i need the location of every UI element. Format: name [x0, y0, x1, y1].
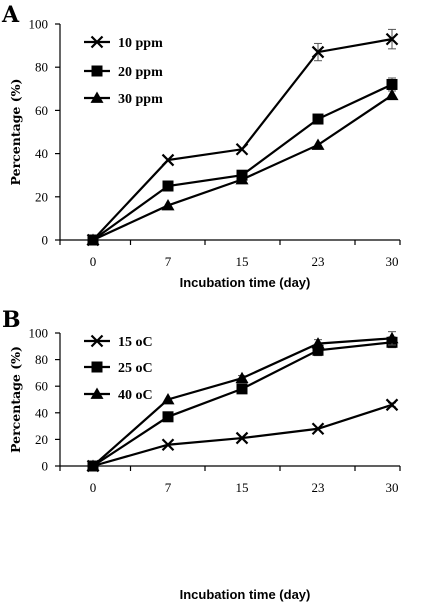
data-point-marker-b — [311, 45, 325, 59]
data-point-marker — [312, 344, 324, 356]
y-tick-label: 100 — [29, 17, 49, 32]
data-point-marker — [385, 88, 399, 101]
data-point-marker-b — [161, 438, 175, 451]
data-point-marker — [235, 371, 249, 384]
data-point-marker-b — [385, 398, 399, 412]
x-tick-label: 23 — [312, 480, 325, 495]
series-1 — [86, 398, 399, 473]
legend-item: 30 ppm — [84, 91, 163, 107]
legend-marker — [90, 91, 104, 103]
legend-item: 25 oC — [84, 361, 153, 376]
x-tick-label: 7 — [165, 254, 172, 269]
legend-item: 15 oC — [84, 334, 153, 350]
x-tick-label: 0 — [90, 254, 97, 269]
x-tick-label: 30 — [386, 254, 399, 269]
y-tick-label: 40 — [35, 146, 48, 161]
panel-label: A — [1, 2, 20, 28]
legend-label: 30 ppm — [118, 92, 163, 107]
y-tick-label: 20 — [35, 189, 48, 204]
legend-label: 15 oC — [118, 335, 153, 350]
x-tick-label: 7 — [165, 480, 172, 495]
y-tick-label: 100 — [29, 326, 49, 341]
y-axis-title: Percentage (%) — [8, 346, 23, 453]
data-point-marker-b — [161, 153, 175, 167]
panel-label: B — [2, 307, 21, 333]
y-tick-label: 60 — [35, 379, 48, 394]
x-tick-label: 0 — [90, 480, 97, 495]
x-tick-label: 15 — [236, 254, 249, 269]
data-point-marker-b — [235, 143, 249, 156]
legend-label: 25 oC — [118, 361, 153, 376]
legend-item: 10 ppm — [84, 35, 163, 51]
data-point-marker — [86, 459, 100, 471]
data-point-marker — [236, 383, 248, 395]
data-point-marker — [312, 113, 324, 125]
y-tick-label: 0 — [42, 459, 49, 474]
data-point-marker — [311, 138, 325, 150]
y-tick-label: 0 — [42, 233, 49, 248]
y-axis-title: Percentage (%) — [8, 79, 23, 186]
x-tick-label: 15 — [236, 480, 249, 495]
data-point-marker-b — [235, 431, 249, 445]
legend-marker-b — [90, 35, 104, 49]
data-point-marker — [161, 198, 175, 211]
data-point-marker — [311, 337, 325, 349]
series-2 — [87, 336, 398, 472]
y-tick-label: 80 — [35, 352, 48, 367]
x-axis-title: Incubation time (day) — [180, 587, 311, 602]
legend-label: 20 ppm — [118, 65, 163, 80]
legend-item: 40 oC — [84, 387, 153, 403]
series-3 — [86, 88, 399, 245]
data-point-marker — [162, 180, 174, 192]
data-point-marker — [86, 233, 100, 245]
chart-panel-a: A 0 20 40 60 80 100 0 7 15 23 30 Incubation time (da… — [1, 2, 401, 290]
series-line — [92, 83, 393, 241]
legend-label: 40 oC — [118, 388, 153, 403]
legend-marker — [90, 387, 104, 399]
y-tick-label: 80 — [35, 60, 48, 75]
y-tick-label: 60 — [35, 103, 48, 118]
legend-item: 20 ppm — [84, 65, 163, 80]
chart-panel-b: B 0 20 40 60 80 100 0 7 15 23 30 Incubation time (da… — [2, 307, 401, 602]
legend-label: 10 ppm — [118, 36, 163, 51]
x-tick-label: 30 — [386, 480, 399, 495]
legend-marker — [91, 361, 103, 373]
x-tick-label: 23 — [312, 254, 325, 269]
data-point-marker-b — [385, 32, 399, 46]
x-axis-title: Incubation time (day) — [180, 275, 311, 290]
series-1 — [86, 28, 399, 247]
legend-marker — [91, 65, 103, 77]
data-point-marker — [386, 78, 398, 90]
data-point-marker — [161, 393, 175, 405]
y-tick-label: 20 — [35, 432, 48, 447]
legend-marker-b — [90, 334, 104, 348]
y-tick-label: 40 — [35, 405, 48, 420]
series-3 — [86, 331, 399, 471]
data-point-marker — [235, 173, 249, 185]
data-point-marker — [385, 331, 399, 344]
data-point-marker-b — [311, 422, 325, 436]
data-point-marker — [162, 411, 174, 423]
series-line — [92, 94, 393, 241]
